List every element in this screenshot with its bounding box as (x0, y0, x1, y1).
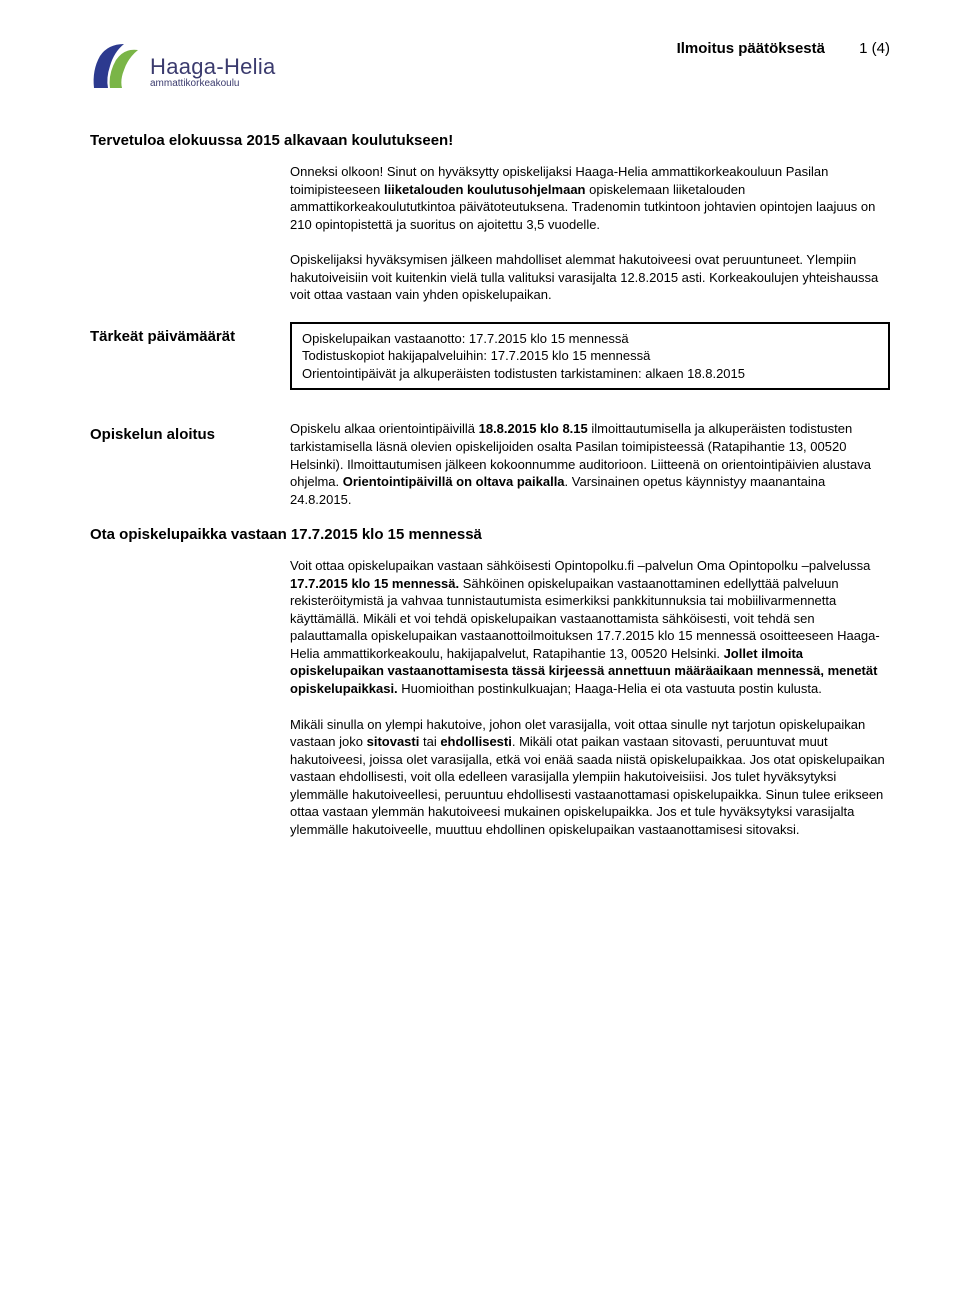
accepted-paragraph: Onneksi olkoon! Sinut on hyväksytty opis… (290, 163, 890, 233)
accept-paragraph-2: Mikäli sinulla on ylempi hakutoive, joho… (290, 716, 890, 839)
doc-title: Ilmoitus päätöksestä (677, 40, 825, 57)
accept-place-heading: Ota opiskelupaikka vastaan 17.7.2015 klo… (90, 526, 890, 543)
box-line-3: Orientointipäivät ja alkuperäisten todis… (302, 365, 878, 383)
preferences-paragraph: Opiskelijaksi hyväksymisen jälkeen mahdo… (290, 251, 890, 304)
important-dates-box: Opiskelupaikan vastaanotto: 17.7.2015 kl… (290, 322, 890, 391)
orientation-required: Orientointipäivillä on oltava paikalla (343, 474, 565, 489)
text: Voit ottaa opiskelupaikan vastaan sähköi… (290, 558, 870, 573)
study-start-label: Opiskelun aloitus (90, 420, 290, 443)
text: Opiskelu alkaa orientointipäivillä (290, 421, 479, 436)
page-header: Haaga-Helia ammattikorkeakoulu Ilmoitus … (90, 40, 890, 92)
logo-block: Haaga-Helia ammattikorkeakoulu (90, 40, 276, 92)
welcome-heading: Tervetuloa elokuussa 2015 alkavaan koulu… (90, 132, 890, 149)
accept-paragraph-1: Voit ottaa opiskelupaikan vastaan sähköi… (290, 557, 890, 697)
text: tai (419, 734, 440, 749)
box-line-2: Todistuskopiot hakijapalveluihin: 17.7.2… (302, 347, 878, 365)
important-dates-label: Tärkeät päivämäärät (90, 322, 290, 345)
haaga-helia-logo-icon (90, 40, 142, 92)
content: Tervetuloa elokuussa 2015 alkavaan koulu… (90, 132, 890, 838)
study-start-row: Opiskelun aloitus Opiskelu alkaa oriento… (90, 420, 890, 508)
logo-name: Haaga-Helia (150, 54, 276, 80)
page-number: 1 (4) (859, 40, 890, 57)
box-line-1: Opiskelupaikan vastaanotto: 17.7.2015 kl… (302, 330, 878, 348)
important-dates-row: Tärkeät päivämäärät Opiskelupaikan vasta… (90, 322, 890, 391)
document-page: Haaga-Helia ammattikorkeakoulu Ilmoitus … (0, 0, 960, 896)
study-start-paragraph: Opiskelu alkaa orientointipäivillä 18.8.… (290, 420, 890, 508)
text: . Mikäli otat paikan vastaan sitovasti, … (290, 734, 885, 837)
deadline: 17.7.2015 klo 15 mennessä. (290, 576, 459, 591)
doc-title-block: Ilmoitus päätöksestä 1 (4) (677, 40, 890, 57)
binding: sitovasti (367, 734, 420, 749)
program-name: liiketalouden koulutusohjelmaan (384, 182, 586, 197)
logo-text: Haaga-Helia ammattikorkeakoulu (150, 54, 276, 89)
orientation-datetime: 18.8.2015 klo 8.15 (479, 421, 588, 436)
conditional: ehdollisesti (440, 734, 512, 749)
text: Huomioithan postinkulkuajan; Haaga-Helia… (398, 681, 822, 696)
